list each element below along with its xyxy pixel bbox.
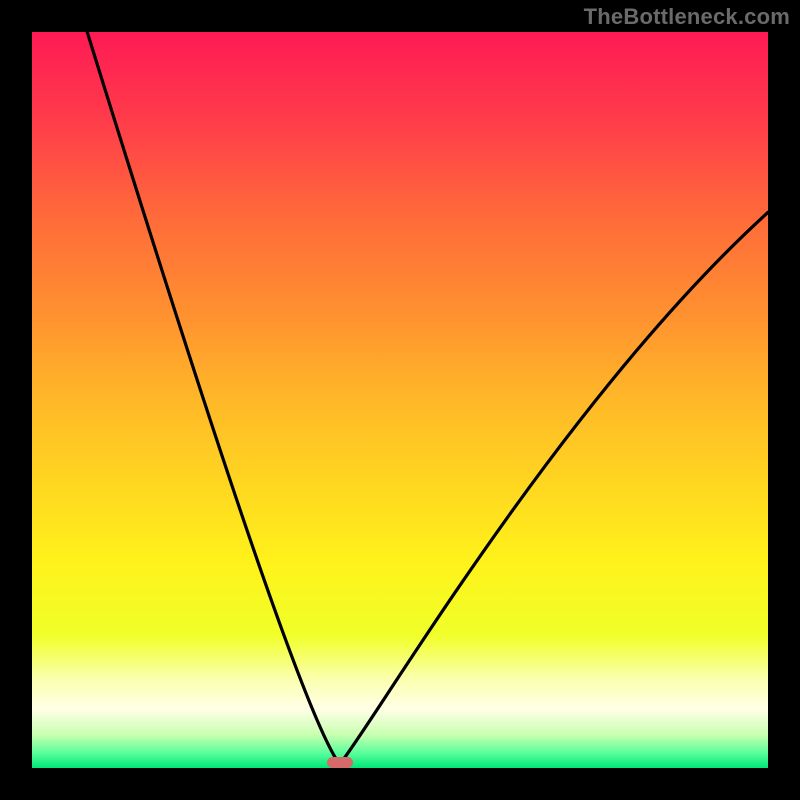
apex-marker (327, 757, 353, 768)
watermark-text: TheBottleneck.com (584, 4, 790, 30)
chart-container: TheBottleneck.com (0, 0, 800, 800)
bottleneck-curve (32, 32, 768, 768)
plot-area (32, 32, 768, 768)
